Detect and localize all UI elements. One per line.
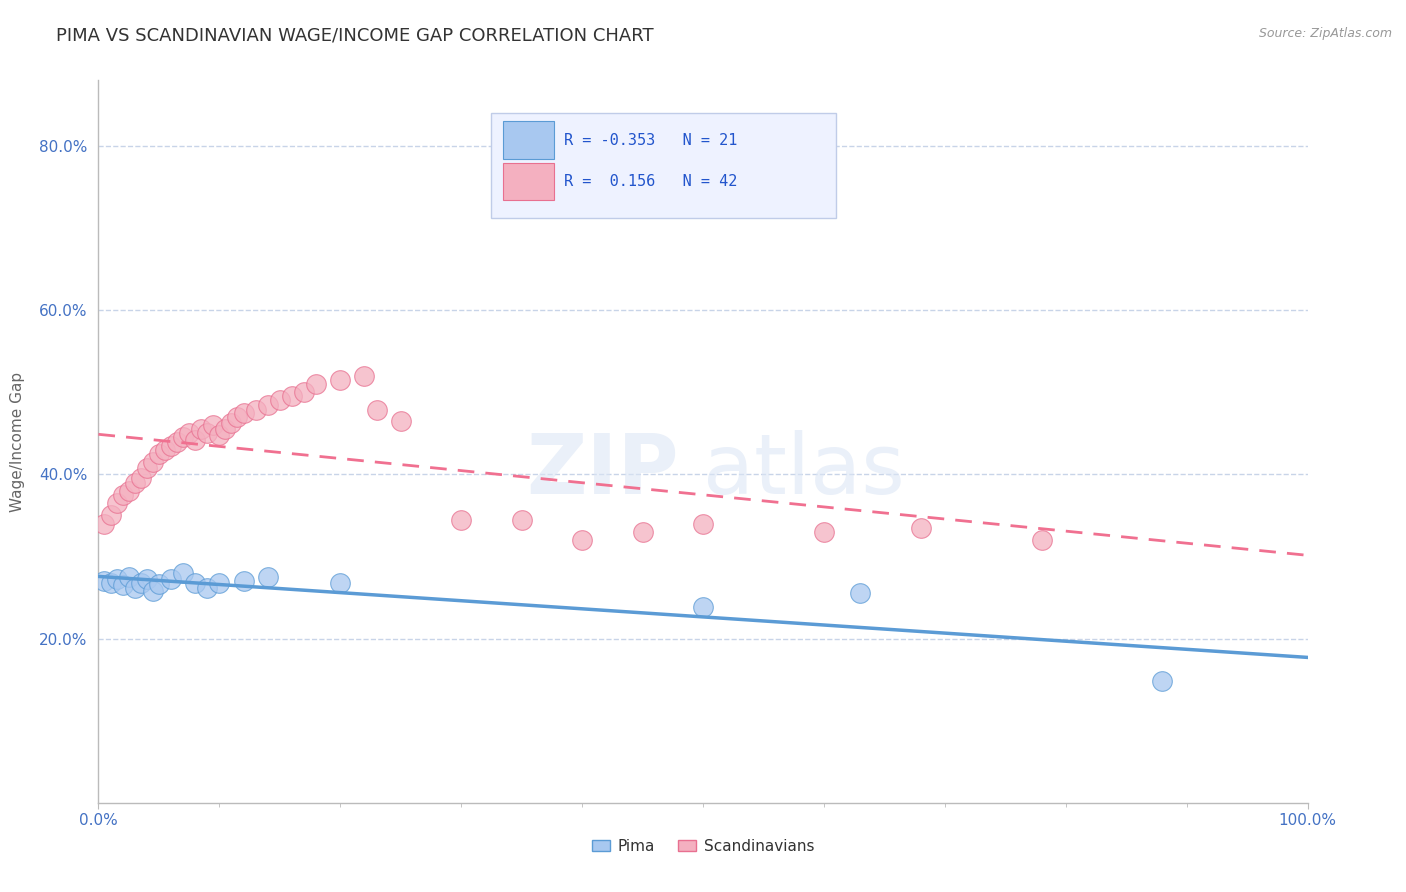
FancyBboxPatch shape [492, 112, 837, 218]
Point [813, 524, 835, 539]
Point [118, 570, 141, 584]
Point [329, 575, 352, 590]
Point [366, 403, 388, 417]
Point [100, 508, 122, 523]
Point [571, 533, 593, 547]
Point [353, 368, 375, 383]
Point [142, 455, 165, 469]
Point [389, 414, 412, 428]
Point [179, 426, 201, 441]
Point [190, 422, 212, 436]
Point [160, 439, 183, 453]
Legend: Pima, Scandinavians: Pima, Scandinavians [585, 833, 821, 860]
Point [631, 524, 654, 539]
Point [148, 577, 170, 591]
Text: R =  0.156   N = 42: R = 0.156 N = 42 [564, 174, 737, 189]
Point [124, 581, 146, 595]
Point [135, 573, 157, 587]
Point [172, 566, 194, 580]
Point [281, 389, 304, 403]
Point [226, 409, 249, 424]
Point [129, 471, 152, 485]
Point [105, 573, 128, 587]
Point [221, 417, 243, 431]
Point [292, 385, 315, 400]
Point [245, 403, 267, 417]
Point [135, 460, 157, 475]
Point [202, 418, 225, 433]
Point [256, 398, 278, 412]
Text: PIMA VS SCANDINAVIAN WAGE/INCOME GAP CORRELATION CHART: PIMA VS SCANDINAVIAN WAGE/INCOME GAP COR… [56, 27, 654, 45]
Point [118, 483, 141, 498]
Point [510, 512, 533, 526]
FancyBboxPatch shape [503, 162, 554, 200]
Point [93, 516, 115, 531]
Point [269, 393, 291, 408]
Point [153, 442, 176, 457]
Point [329, 373, 352, 387]
Point [1152, 674, 1174, 689]
Point [105, 496, 128, 510]
Text: Source: ZipAtlas.com: Source: ZipAtlas.com [1258, 27, 1392, 40]
Y-axis label: Wage/Income Gap: Wage/Income Gap [10, 371, 25, 512]
FancyBboxPatch shape [503, 121, 554, 159]
Point [208, 428, 231, 442]
Point [910, 521, 932, 535]
Point [100, 575, 122, 590]
Point [129, 575, 152, 590]
Point [214, 422, 236, 436]
Point [450, 512, 472, 526]
Point [256, 570, 278, 584]
Text: R = -0.353   N = 21: R = -0.353 N = 21 [564, 133, 737, 148]
Point [692, 516, 714, 531]
Point [184, 575, 207, 590]
Point [184, 433, 207, 447]
Point [111, 578, 134, 592]
Point [166, 434, 188, 449]
Point [195, 581, 218, 595]
Point [305, 377, 328, 392]
Point [111, 488, 134, 502]
Point [172, 430, 194, 444]
Point [124, 475, 146, 490]
Point [93, 574, 115, 588]
Point [849, 586, 872, 600]
Text: atlas: atlas [703, 430, 904, 511]
Point [1031, 533, 1053, 547]
Point [232, 406, 254, 420]
Point [232, 574, 254, 588]
Point [692, 600, 714, 615]
Point [208, 575, 231, 590]
Point [195, 426, 218, 441]
Point [148, 447, 170, 461]
Point [160, 573, 183, 587]
Point [142, 584, 165, 599]
Text: ZIP: ZIP [526, 430, 679, 511]
